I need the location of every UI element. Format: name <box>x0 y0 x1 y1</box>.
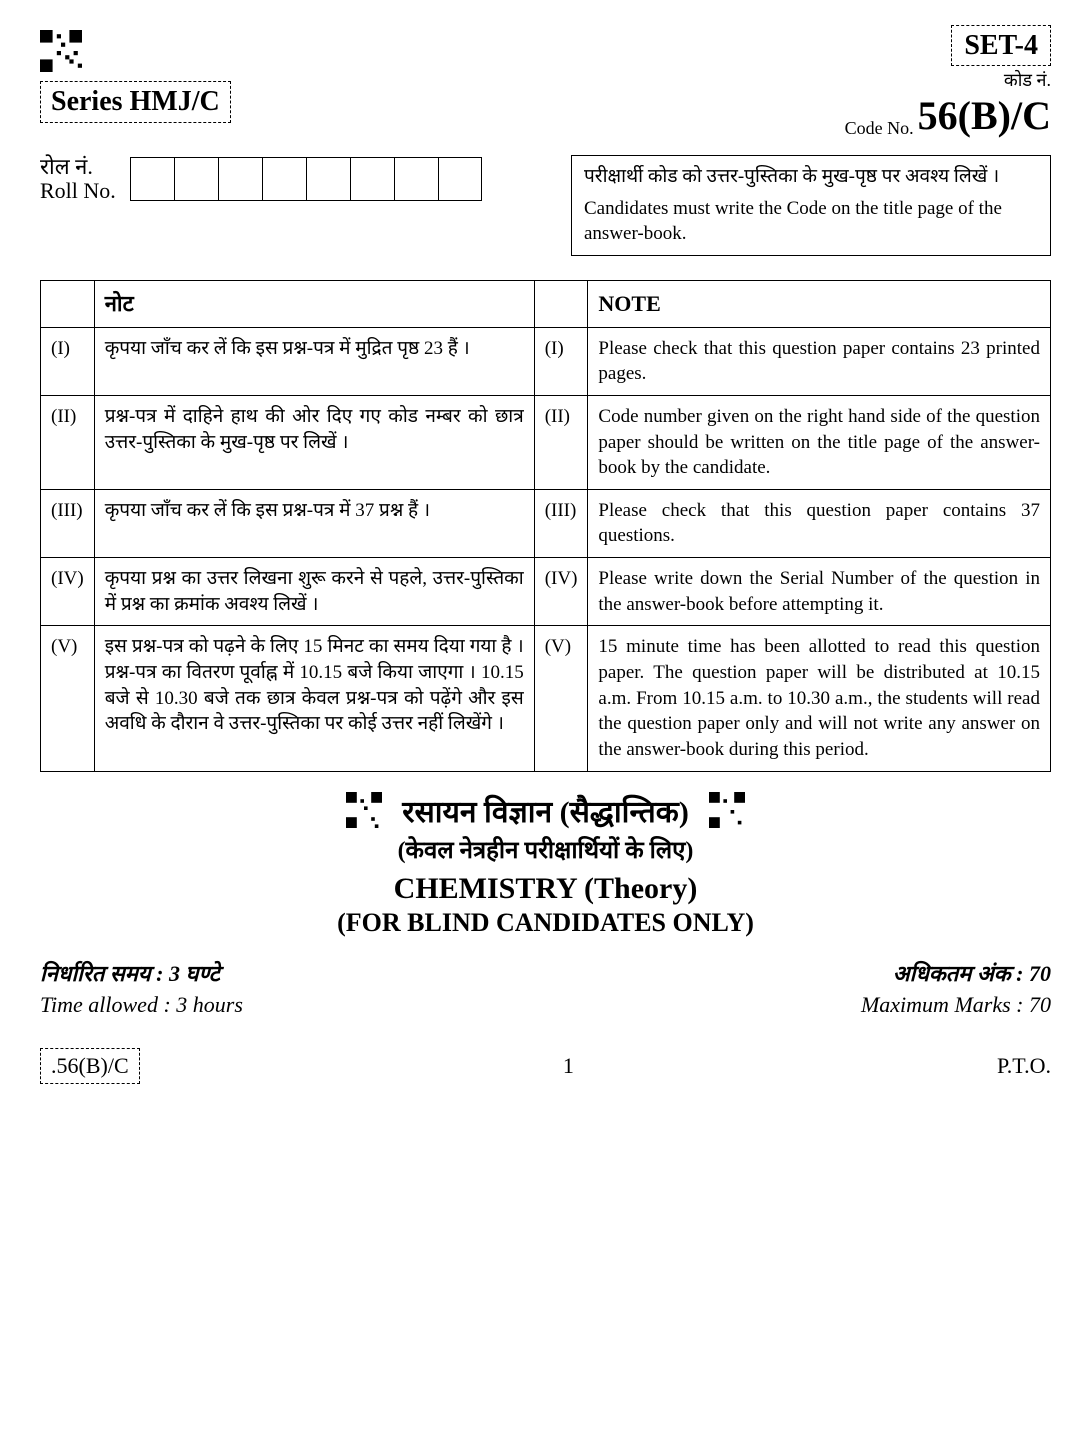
footer-code: .56(B)/C <box>40 1048 140 1084</box>
roll-cell[interactable] <box>262 157 306 201</box>
time-marks-en-row: Time allowed : 3 hours Maximum Marks : 7… <box>40 992 1051 1018</box>
roll-left: रोल नं. Roll No. <box>40 155 482 203</box>
qr-code-icon <box>40 30 82 72</box>
roll-row: रोल नं. Roll No. परीक्षार्थी कोड को उत्त… <box>40 155 1051 256</box>
header-right: SET-4 कोड नं. Code No. 56(B)/C <box>845 30 1051 139</box>
series-label: Series HMJ/C <box>40 81 231 123</box>
note-rn-en: (IV) <box>534 558 588 626</box>
note-table: नोट NOTE (I) कृपया जाँच कर लें कि इस प्र… <box>40 280 1051 772</box>
qr-code-icon <box>346 792 382 828</box>
note-hi: कृपया जाँच कर लें कि इस प्रश्न-पत्र में … <box>94 489 534 557</box>
note-en: Please check that this question paper co… <box>588 327 1051 395</box>
table-row: (III) कृपया जाँच कर लें कि इस प्रश्न-पत्… <box>41 489 1051 557</box>
candidate-line-hi: परीक्षार्थी कोड को उत्तर-पुस्तिका के मुख… <box>584 164 1038 190</box>
note-header-blank <box>41 280 95 327</box>
code-line: कोड नं. Code No. 56(B)/C <box>845 68 1051 139</box>
table-row: (IV) कृपया प्रश्न का उत्तर लिखना शुरू कर… <box>41 558 1051 626</box>
title-hi-main: रसायन विज्ञान (सैद्धान्तिक) <box>402 790 689 831</box>
candidate-instruction-box: परीक्षार्थी कोड को उत्तर-पुस्तिका के मुख… <box>571 155 1051 256</box>
note-en: Please write down the Serial Number of t… <box>588 558 1051 626</box>
note-rn-en: (V) <box>534 626 588 771</box>
note-en: 15 minute time has been allotted to read… <box>588 626 1051 771</box>
paper-titles: रसायन विज्ञान (सैद्धान्तिक) (केवल नेत्रह… <box>40 790 1051 938</box>
set-label: SET-4 <box>951 25 1051 66</box>
roll-cell[interactable] <box>306 157 350 201</box>
note-rn-en: (II) <box>534 395 588 489</box>
qr-code-icon <box>709 792 745 828</box>
note-header-en: NOTE <box>588 280 1051 327</box>
roll-cell[interactable] <box>174 157 218 201</box>
note-rn-hi: (III) <box>41 489 95 557</box>
roll-cell[interactable] <box>218 157 262 201</box>
title-hi-sub: (केवल नेत्रहीन परीक्षार्थियों के लिए) <box>40 833 1051 866</box>
note-rn-en: (III) <box>534 489 588 557</box>
note-en: Code number given on the right hand side… <box>588 395 1051 489</box>
table-row: (II) प्रश्न-पत्र में दाहिने हाथ की ओर दि… <box>41 395 1051 489</box>
note-en: Please check that this question paper co… <box>588 489 1051 557</box>
note-hi: कृपया जाँच कर लें कि इस प्रश्न-पत्र में … <box>94 327 534 395</box>
note-rn-hi: (I) <box>41 327 95 395</box>
table-row: (V) इस प्रश्न-पत्र को पढ़ने के लिए 15 मि… <box>41 626 1051 771</box>
roll-cell[interactable] <box>350 157 394 201</box>
roll-label-en: Roll No. <box>40 178 116 203</box>
note-header-blank2 <box>534 280 588 327</box>
note-rn-en: (I) <box>534 327 588 395</box>
page-number: 1 <box>563 1053 574 1079</box>
code-label-en: Code No. <box>845 118 914 138</box>
code-value: 56(B)/C <box>918 93 1051 138</box>
note-rn-hi: (IV) <box>41 558 95 626</box>
roll-label: रोल नं. Roll No. <box>40 155 116 203</box>
header-top-row: Series HMJ/C SET-4 कोड नं. Code No. 56(B… <box>40 30 1051 139</box>
time-marks-hi-row: निर्धारित समय : 3 घण्टे अधिकतम अंक : 70 <box>40 958 1051 988</box>
note-header-hi: नोट <box>94 280 534 327</box>
table-row: (I) कृपया जाँच कर लें कि इस प्रश्न-पत्र … <box>41 327 1051 395</box>
note-rn-hi: (V) <box>41 626 95 771</box>
roll-cell[interactable] <box>130 157 174 201</box>
note-hi: कृपया प्रश्न का उत्तर लिखना शुरू करने से… <box>94 558 534 626</box>
title-row-hi: रसायन विज्ञान (सैद्धान्तिक) <box>40 790 1051 831</box>
candidate-line-en: Candidates must write the Code on the ti… <box>584 196 1038 247</box>
note-rn-hi: (II) <box>41 395 95 489</box>
title-en-main: CHEMISTRY (Theory) <box>40 872 1051 906</box>
code-label-hi: कोड नं. <box>1004 70 1051 90</box>
header-left: Series HMJ/C <box>40 30 231 123</box>
marks-hi: अधिकतम अंक : 70 <box>893 958 1051 988</box>
roll-label-hi: रोल नं. <box>40 154 93 179</box>
roll-cell[interactable] <box>438 157 482 201</box>
pto-label: P.T.O. <box>997 1053 1051 1079</box>
title-en-sub: (FOR BLIND CANDIDATES ONLY) <box>40 908 1051 938</box>
time-hi: निर्धारित समय : 3 घण्टे <box>40 958 220 988</box>
time-en: Time allowed : 3 hours <box>40 992 243 1018</box>
roll-cell[interactable] <box>394 157 438 201</box>
note-hi: इस प्रश्न-पत्र को पढ़ने के लिए 15 मिनट क… <box>94 626 534 771</box>
marks-en: Maximum Marks : 70 <box>861 992 1051 1018</box>
note-hi: प्रश्न-पत्र में दाहिने हाथ की ओर दिए गए … <box>94 395 534 489</box>
roll-boxes <box>130 157 482 201</box>
footer-row: .56(B)/C 1 P.T.O. <box>40 1048 1051 1084</box>
